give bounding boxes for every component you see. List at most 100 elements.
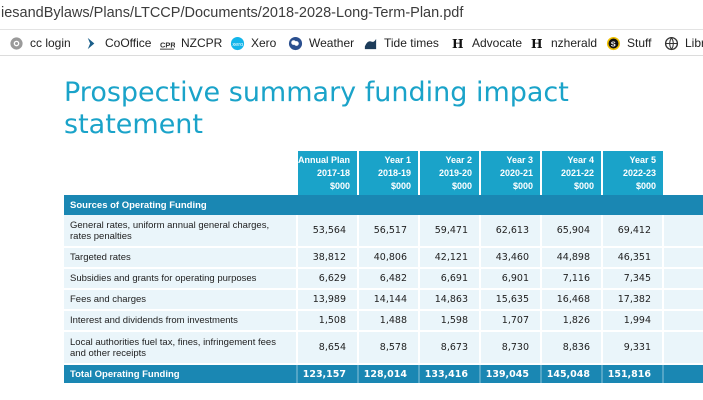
table-row: Interest and dividends from investments … <box>64 310 703 332</box>
xero-icon: xero <box>230 36 245 51</box>
cell-empty <box>662 247 703 269</box>
cell-value: 1,826 <box>540 310 602 332</box>
bookmark-cooffice[interactable]: CoOffice <box>84 35 151 51</box>
tide-icon <box>363 36 378 51</box>
cell-value: 1,994 <box>601 310 663 332</box>
header-blank <box>64 151 297 195</box>
cell-value: 38,812 <box>296 247 358 269</box>
cell-value: 9,331 <box>601 331 663 365</box>
bookmark-label: CoOffice <box>105 36 152 50</box>
url-text[interactable]: iesandBylaws/Plans/LTCCP/Documents/2018-… <box>1 5 464 21</box>
total-label: Total Operating Funding <box>64 364 297 383</box>
total-value: 128,014 <box>357 364 419 383</box>
cell-value: 46,351 <box>601 247 663 269</box>
cell-value: 44,898 <box>540 247 602 269</box>
bookmark-nzcpr[interactable]: CPR NZCPR <box>160 35 222 51</box>
address-bar[interactable]: iesandBylaws/Plans/LTCCP/Documents/2018-… <box>0 0 703 30</box>
cell-value: 1,508 <box>296 310 358 332</box>
header-blank <box>663 151 703 195</box>
cell-empty <box>662 331 703 365</box>
bookmark-label: Xero <box>251 36 277 50</box>
total-empty <box>662 364 703 383</box>
bookmark-stuff[interactable]: S Stuff <box>606 35 651 51</box>
bookmark-nzherald[interactable]: H nzherald <box>530 35 597 51</box>
weather-icon <box>288 36 303 51</box>
column-header: Year 3 2020-21 $000 <box>479 151 541 195</box>
section-header-row: Sources of Operating Funding <box>64 195 703 215</box>
total-value: 123,157 <box>296 364 358 383</box>
cell-value: 42,121 <box>418 247 480 269</box>
cell-value: 56,517 <box>357 215 419 248</box>
title-line-1: Prospective summary funding impact <box>64 77 569 109</box>
cell-value: 8,836 <box>540 331 602 365</box>
table-row: Local authorities fuel tax, fines, infri… <box>64 331 703 365</box>
cell-value: 15,635 <box>479 289 541 311</box>
stuff-icon: S <box>606 36 621 51</box>
cell-value: 16,468 <box>540 289 602 311</box>
table-row: Subsidies and grants for operating purpo… <box>64 268 703 290</box>
column-header: Annual Plan 2017-18 $000 <box>296 151 358 195</box>
row-label: Subsidies and grants for operating purpo… <box>64 268 297 290</box>
bookmark-label: NZCPR <box>181 36 223 50</box>
row-label: Fees and charges <box>64 289 297 311</box>
bookmark-advocate[interactable]: H Advocate <box>451 35 522 51</box>
bookmark-weather[interactable]: Weather <box>288 35 354 51</box>
bookmark-libr[interactable]: Libr <box>664 35 703 51</box>
document-title: Prospective summary funding impact state… <box>64 77 664 141</box>
svg-text:H: H <box>452 37 464 51</box>
newspaper-icon: H <box>451 36 466 51</box>
cell-value: 7,116 <box>540 268 602 290</box>
row-label: Targeted rates <box>64 247 297 269</box>
column-header: Year 2 2019-20 $000 <box>418 151 480 195</box>
cell-value: 62,613 <box>479 215 541 248</box>
cell-value: 8,578 <box>357 331 419 365</box>
svg-text:S: S <box>611 39 616 48</box>
cell-value: 43,460 <box>479 247 541 269</box>
row-label: Interest and dividends from investments <box>64 310 297 332</box>
cell-value: 6,691 <box>418 268 480 290</box>
bookmark-label: Libr <box>685 36 703 50</box>
funding-table: Annual Plan 2017-18 $000 Year 1 2018-19 $000… <box>64 151 703 383</box>
chevron-icon <box>84 36 99 51</box>
cell-value: 1,598 <box>418 310 480 332</box>
column-header: Year 1 2018-19 $000 <box>357 151 419 195</box>
bookmark-label: Weather <box>309 36 355 50</box>
cell-value: 8,673 <box>418 331 480 365</box>
cell-value: 13,989 <box>296 289 358 311</box>
row-label: Local authorities fuel tax, fines, infri… <box>64 331 297 365</box>
bookmark-tide-times[interactable]: Tide times <box>363 35 439 51</box>
total-row: Total Operating Funding 123,157 128,014 … <box>64 364 703 383</box>
row-label: General rates, uniform annual general ch… <box>64 215 297 248</box>
total-value: 139,045 <box>479 364 541 383</box>
column-header: Year 5 2022-23 $000 <box>601 151 663 195</box>
cell-value: 6,629 <box>296 268 358 290</box>
svg-text:H: H <box>531 37 543 51</box>
cell-empty <box>662 215 703 248</box>
cpr-icon: CPR <box>160 36 175 51</box>
cell-value: 65,904 <box>540 215 602 248</box>
newspaper-icon: H <box>530 36 545 51</box>
cell-value: 1,707 <box>479 310 541 332</box>
cell-value: 8,730 <box>479 331 541 365</box>
cell-value: 17,382 <box>601 289 663 311</box>
svg-text:xero: xero <box>232 41 243 47</box>
bookmark-label: cc login <box>30 36 71 50</box>
cell-value: 14,863 <box>418 289 480 311</box>
column-header: Year 4 2021-22 $000 <box>540 151 602 195</box>
table-row: Targeted rates 38,812 40,806 42,121 43,4… <box>64 247 703 269</box>
bookmark-label: Tide times <box>384 36 439 50</box>
bookmark-xero[interactable]: xero Xero <box>230 35 276 51</box>
cell-value: 6,901 <box>479 268 541 290</box>
cell-value: 53,564 <box>296 215 358 248</box>
bookmark-label: nzherald <box>551 36 598 50</box>
cell-value: 69,412 <box>601 215 663 248</box>
cell-value: 40,806 <box>357 247 419 269</box>
cell-value: 7,345 <box>601 268 663 290</box>
bookmark-label: Advocate <box>472 36 523 50</box>
title-line-2: statement <box>64 109 204 141</box>
bookmark-cc-login[interactable]: cc login <box>9 35 71 51</box>
cell-value: 8,654 <box>296 331 358 365</box>
cell-value: 14,144 <box>357 289 419 311</box>
section-title: Sources of Operating Funding <box>64 195 703 215</box>
table-header: Annual Plan 2017-18 $000 Year 1 2018-19 $000… <box>64 151 703 195</box>
